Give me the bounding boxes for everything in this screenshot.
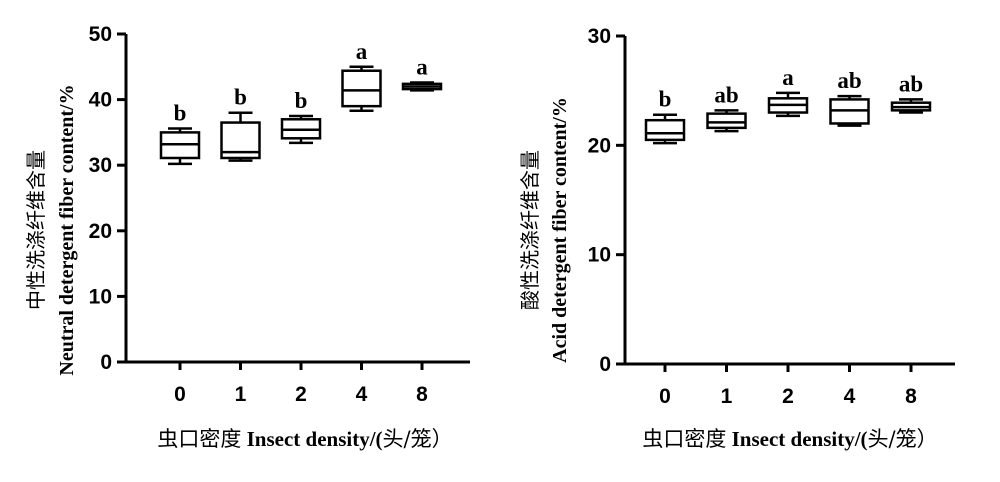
x-axis-title-cn-unit: 头/笼） — [868, 427, 938, 451]
x-tick-label: 2 — [782, 385, 794, 408]
y-tick-label: 20 — [588, 134, 611, 157]
x-axis-title-en: Insect density/( — [732, 427, 868, 451]
significance-letter: b — [234, 85, 247, 110]
x-tick-label: 1 — [235, 383, 247, 406]
y-tick-label: 0 — [599, 353, 611, 376]
y-tick-label: 20 — [89, 220, 112, 243]
x-tick-label: 4 — [356, 383, 368, 406]
iqr-box — [644, 118, 686, 142]
box-4: ab — [829, 68, 870, 127]
significance-letter: a — [356, 39, 368, 64]
x-axis-title: 虫口密度 Insect density/(头/笼） — [642, 427, 937, 451]
x-axis-title-en: Insect density/( — [247, 427, 383, 451]
x-tick-label: 0 — [174, 383, 186, 406]
y-axis-title-en: Acid detergent fiber content/% — [549, 97, 571, 363]
significance-letter: ab — [714, 82, 738, 107]
significance-letter: a — [416, 55, 428, 80]
box-2: b — [280, 88, 322, 145]
significance-letter: a — [782, 65, 794, 90]
adf-boxplot: 0 10 20 30 0 b 1 ab 2 a 4 ab 8 ab 酸性洗涤纤维含量 Acid deterge… — [518, 25, 955, 451]
significance-letter: b — [295, 88, 308, 113]
significance-letter: ab — [837, 68, 861, 93]
box-4: a — [341, 39, 382, 113]
x-tick-label: 4 — [844, 385, 856, 408]
y-tick-label: 10 — [89, 285, 112, 308]
box-1: b — [220, 85, 261, 162]
y-tick-label: 10 — [588, 244, 611, 267]
x-axis-title-cn-prefix: 虫口密度 — [642, 427, 726, 451]
y-tick-label: 30 — [588, 25, 611, 48]
x-axis-title-cn-prefix: 虫口密度 — [157, 427, 241, 451]
x-tick-label: 1 — [721, 385, 733, 408]
y-tick-label: 30 — [89, 154, 112, 177]
box-8: ab — [890, 71, 932, 114]
y-axis-title-en: Neutral detergent fiber content/% — [56, 84, 78, 375]
significance-letter: b — [174, 100, 187, 125]
iqr-box — [706, 112, 747, 130]
ndf-boxplot: 0 10 20 30 40 50 0 b 1 b 2 b 4 a 8 a 中性洗涤纤维含量 Neutral det… — [24, 23, 470, 451]
x-axis-title: 虫口密度 Insect density/(头/笼） — [157, 427, 452, 451]
box-0: b — [644, 87, 686, 145]
box-0: b — [159, 100, 201, 166]
x-axis-title-cn-unit: 头/笼） — [383, 427, 453, 451]
box-8: a — [401, 55, 443, 92]
x-tick-label: 8 — [416, 383, 428, 406]
y-axis-title-cn: 酸性洗涤纤维含量 — [518, 150, 542, 310]
y-tick-label: 0 — [100, 351, 112, 374]
y-axis-title-cn: 中性洗涤纤维含量 — [24, 150, 48, 310]
x-tick-label: 2 — [295, 383, 307, 406]
box-1: ab — [706, 82, 747, 133]
significance-letter: ab — [899, 71, 923, 96]
x-tick-label: 8 — [905, 385, 917, 408]
iqr-box — [341, 69, 382, 108]
y-tick-label: 40 — [89, 89, 112, 112]
y-tick-label: 50 — [89, 23, 112, 46]
significance-letter: b — [659, 87, 672, 112]
box-2: a — [767, 65, 809, 118]
x-tick-label: 0 — [659, 385, 671, 408]
